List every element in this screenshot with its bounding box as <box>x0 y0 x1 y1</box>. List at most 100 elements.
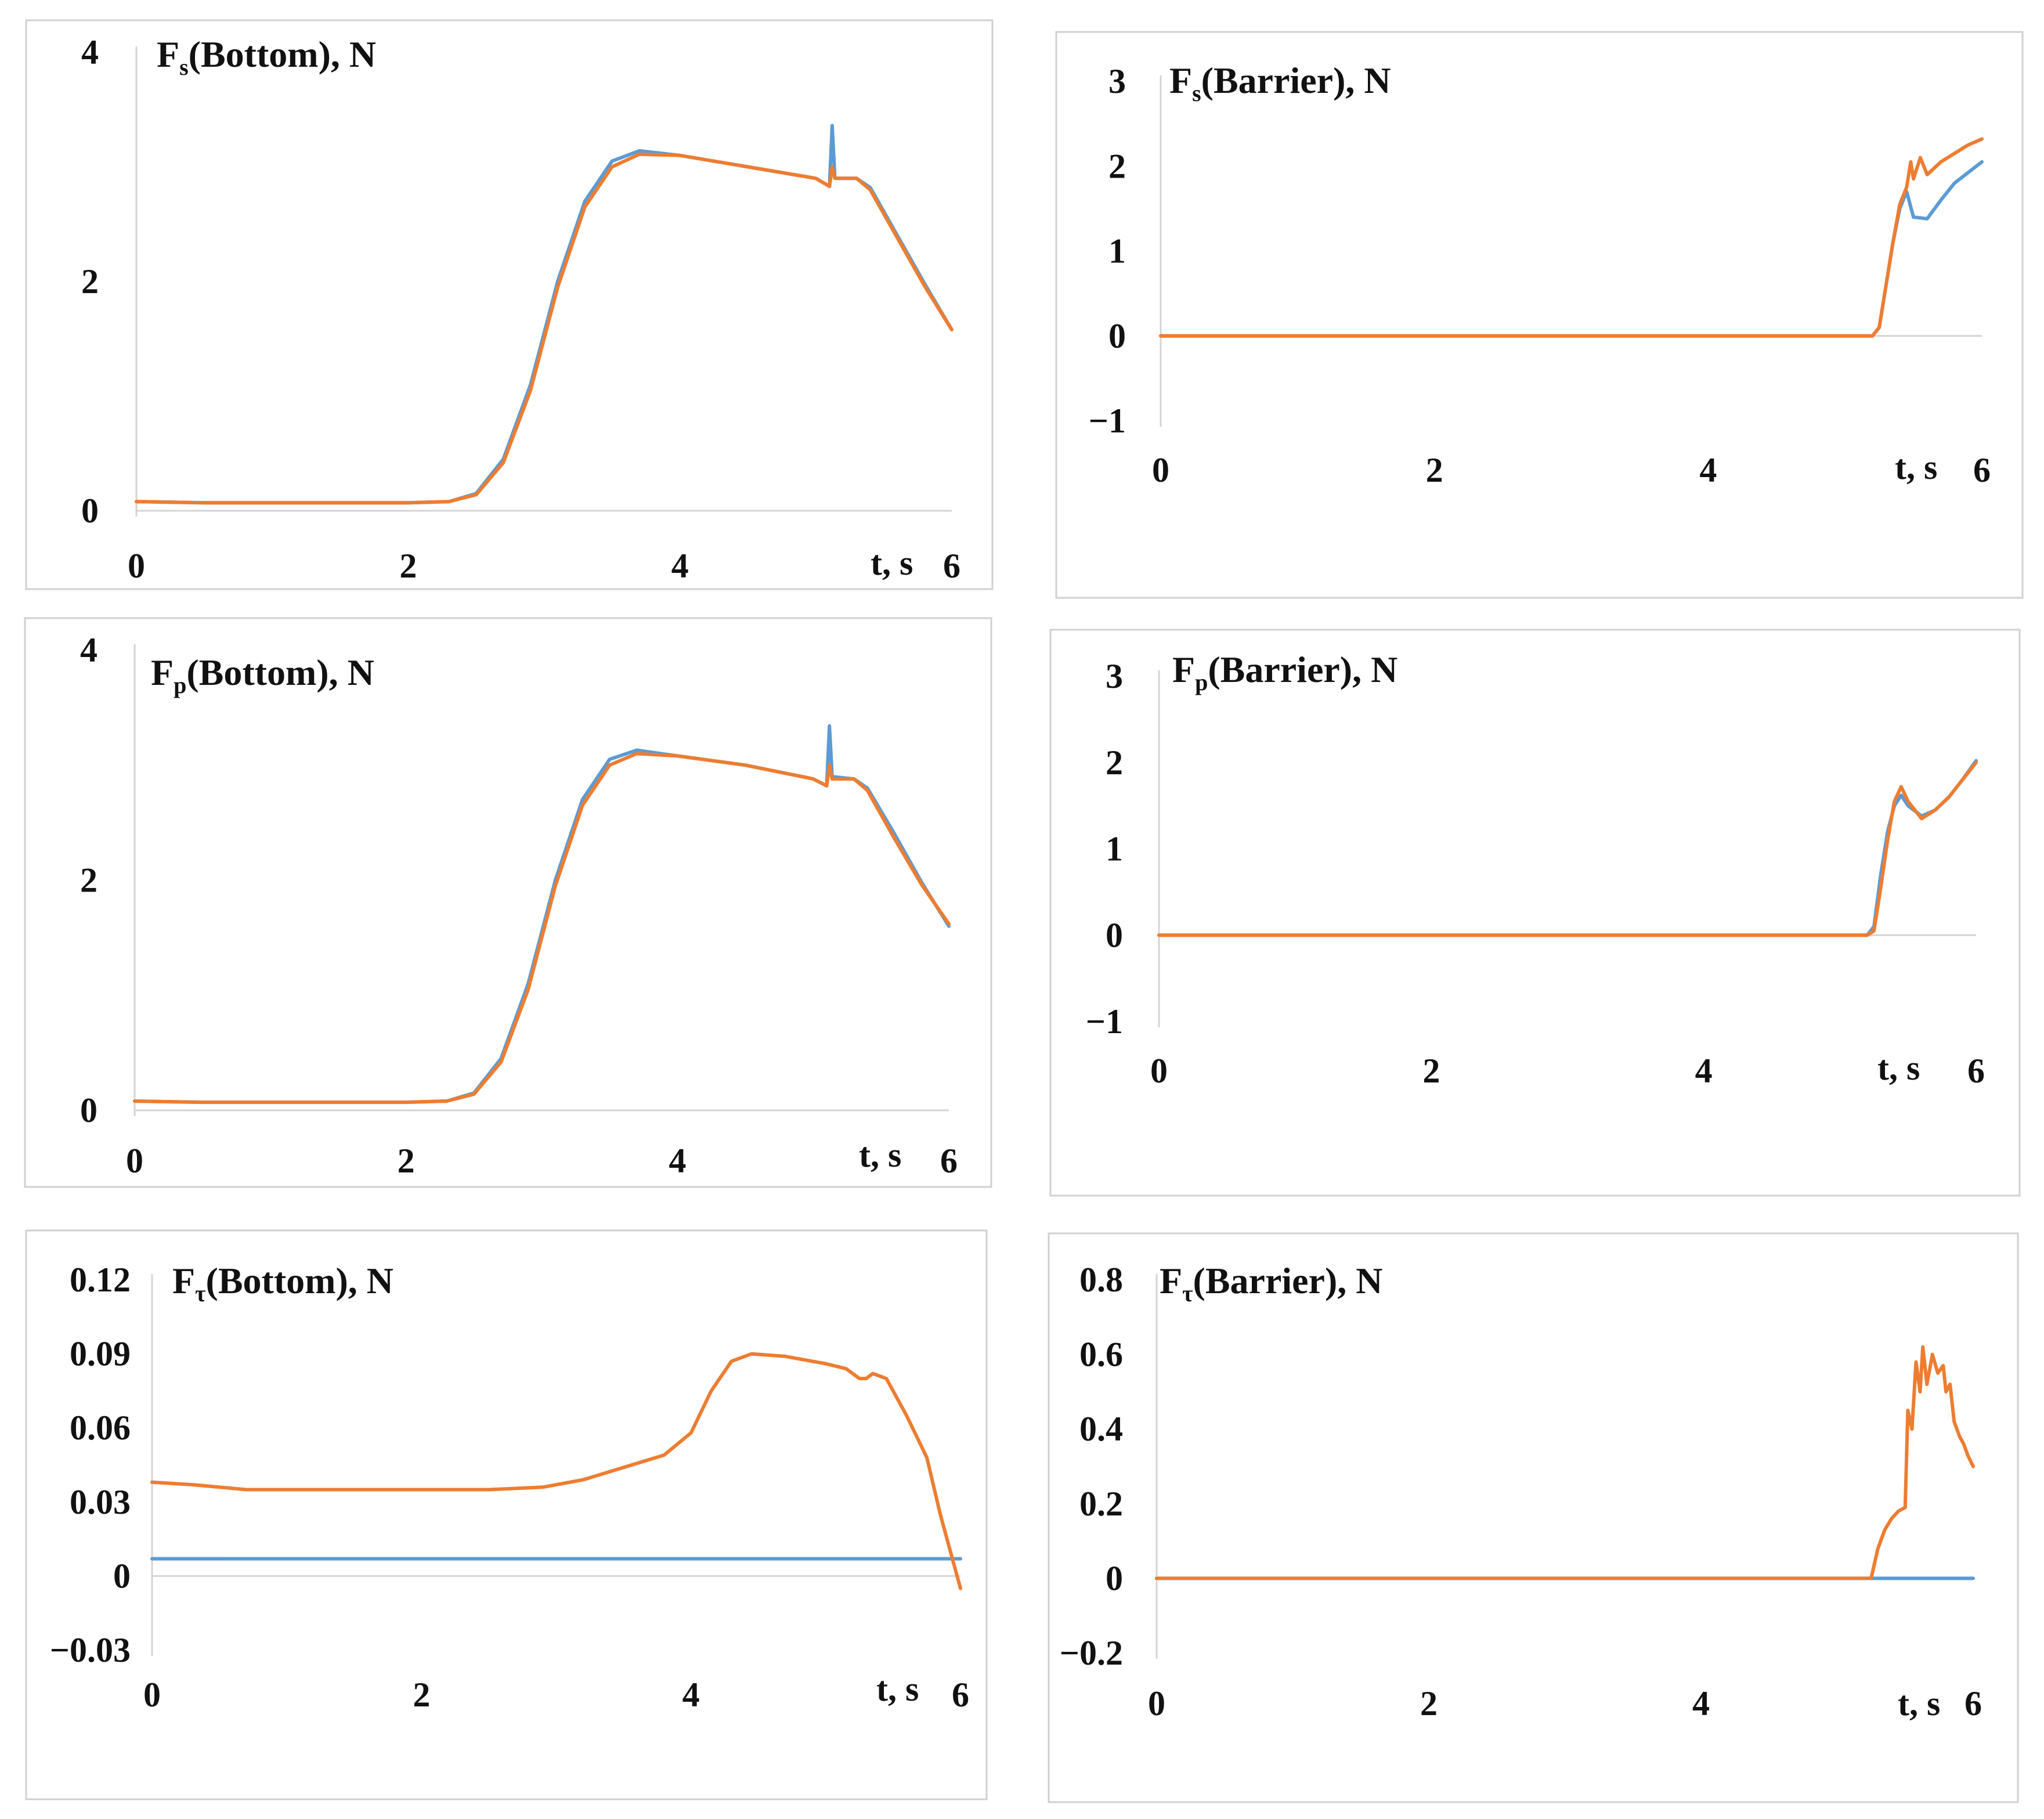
x-tick-label: 2 <box>398 1142 415 1180</box>
x-axis-label: t, s <box>876 1670 919 1708</box>
x-tick-label: 0 <box>143 1676 161 1714</box>
y-tick-label: 0 <box>81 492 99 530</box>
x-tick-label: 2 <box>413 1676 430 1714</box>
y-tick-label: −0.03 <box>50 1631 131 1669</box>
series-line-2 <box>1155 1345 1975 1580</box>
x-tick-label: 0 <box>1152 451 1169 489</box>
title-rest: (Bottom), N <box>189 34 376 75</box>
panel-fp-barrier: −1 0 1 2 3 0 2 4 6 t, s Fp(Barrier), N <box>1049 629 2021 1197</box>
x-tick-label: 4 <box>669 1142 686 1180</box>
y-tick-label: 2 <box>81 262 99 301</box>
panel-fs-bottom: 0 2 4 0 2 4 6 t, s Fs(Bottom), N <box>25 19 994 590</box>
x-tick-label: 0 <box>1150 1052 1168 1090</box>
y-tick-label: 0 <box>113 1557 131 1595</box>
chart-title: Fs(Bottom), N <box>157 34 376 80</box>
y-tick-label: 0.06 <box>70 1409 131 1447</box>
panel-frame <box>1048 1232 2019 1803</box>
y-tick-label: 0.4 <box>1079 1410 1123 1448</box>
x-tick-label: 0 <box>128 547 145 585</box>
chart-title: Fs(Barrier), N <box>1169 60 1391 106</box>
title-rest: (Bottom), N <box>186 652 374 693</box>
y-tick-label: 0 <box>1106 916 1123 954</box>
series-line-2 <box>1157 760 1978 937</box>
y-tick-label: 3 <box>1108 62 1126 100</box>
chart-title: Fp(Barrier), N <box>1172 649 1397 695</box>
y-tick-label: 0.12 <box>70 1261 131 1299</box>
panel-fs-barrier: −1 0 1 2 3 0 2 4 6 t, s Fs(Barrier), N <box>1055 31 2024 599</box>
y-tick-label: −1 <box>1089 402 1126 440</box>
y-tick-label: 0.09 <box>70 1335 131 1373</box>
x-tick-label: 6 <box>952 1676 969 1714</box>
y-tick-label: 0.6 <box>1079 1336 1123 1374</box>
x-tick-label: 6 <box>1973 451 1991 489</box>
y-tick-label: 2 <box>80 861 97 900</box>
y-tick-label: 0 <box>80 1091 97 1129</box>
title-subscript: τ <box>195 1280 205 1306</box>
series-line-2 <box>1159 137 1984 338</box>
y-tick-label: 2 <box>1108 147 1126 185</box>
title-base: F <box>1172 649 1195 690</box>
x-tick-label: 6 <box>940 1142 958 1180</box>
title-base: F <box>157 34 179 75</box>
x-tick-label: 2 <box>399 547 417 585</box>
title-rest: (Bottom), N <box>206 1260 393 1301</box>
title-subscript: s <box>1192 80 1201 106</box>
y-tick-label: 3 <box>1106 657 1123 695</box>
x-tick-label: 6 <box>1964 1684 1982 1723</box>
y-tick-label: 0.2 <box>1079 1485 1123 1523</box>
title-base: F <box>151 652 174 693</box>
chart-title: Fp(Bottom), N <box>151 652 374 698</box>
x-tick-label: 0 <box>1148 1684 1165 1723</box>
x-tick-label: 2 <box>1426 451 1443 489</box>
panel-frame <box>24 617 992 1188</box>
panel-frame <box>1049 629 2021 1197</box>
title-base: F <box>172 1260 195 1301</box>
y-tick-label: 4 <box>81 33 99 71</box>
chart-title: Fτ(Bottom), N <box>172 1260 393 1306</box>
panel-frame <box>1055 31 2024 599</box>
y-tick-label: 1 <box>1108 232 1126 270</box>
title-subscript: p <box>174 672 186 698</box>
x-tick-label: 4 <box>682 1676 700 1714</box>
y-tick-label: −0.2 <box>1060 1634 1123 1672</box>
series-line-2 <box>150 1352 962 1590</box>
x-tick-label: 6 <box>1967 1052 1985 1090</box>
panel-frame <box>25 1229 988 1800</box>
title-subscript: s <box>179 54 189 80</box>
y-tick-label: 4 <box>80 631 97 669</box>
title-rest: (Barrier), N <box>1208 649 1397 690</box>
series-line-2 <box>135 152 954 505</box>
x-tick-label: 4 <box>671 547 689 585</box>
x-tick-label: 4 <box>1695 1052 1713 1090</box>
chart-title: Fτ(Barrier), N <box>1160 1260 1382 1306</box>
y-tick-label: 0 <box>1108 317 1126 355</box>
panel-ftau-bottom: −0.03 0 0.03 0.06 0.09 0.12 0 2 4 6 t, s Fτ(Bottom)… <box>25 1229 988 1800</box>
x-axis-label: t, s <box>1895 448 1937 486</box>
title-rest: (Barrier), N <box>1201 60 1391 101</box>
x-tick-label: 2 <box>1420 1684 1438 1723</box>
x-axis-label: t, s <box>859 1136 901 1174</box>
y-tick-label: −1 <box>1086 1002 1123 1041</box>
x-tick-label: 2 <box>1422 1052 1440 1090</box>
x-axis-label: t, s <box>871 544 913 582</box>
x-tick-label: 0 <box>126 1142 143 1180</box>
x-axis-label: t, s <box>1877 1049 1920 1087</box>
x-tick-label: 4 <box>1699 451 1717 489</box>
panel-frame <box>25 19 994 590</box>
panel-fp-bottom: 0 2 4 0 2 4 6 t, s Fp(Bottom), N <box>24 617 992 1188</box>
title-subscript: τ <box>1182 1280 1193 1306</box>
title-subscript: p <box>1195 669 1208 695</box>
panel-ftau-barrier: −0.2 0 0.2 0.4 0.6 0.8 0 2 4 6 t, s Fτ(Barrier), N <box>1048 1232 2019 1803</box>
series-line-2 <box>133 752 951 1105</box>
x-tick-label: 6 <box>943 547 960 585</box>
y-tick-label: 1 <box>1106 830 1123 868</box>
y-tick-label: 0 <box>1106 1559 1123 1597</box>
y-tick-label: 0.8 <box>1079 1261 1123 1299</box>
y-tick-label: 0.03 <box>70 1483 131 1521</box>
title-base: F <box>1169 60 1192 101</box>
x-tick-label: 4 <box>1692 1684 1710 1723</box>
title-rest: (Barrier), N <box>1193 1260 1383 1301</box>
y-tick-label: 2 <box>1106 744 1123 782</box>
x-axis-label: t, s <box>1898 1684 1940 1723</box>
